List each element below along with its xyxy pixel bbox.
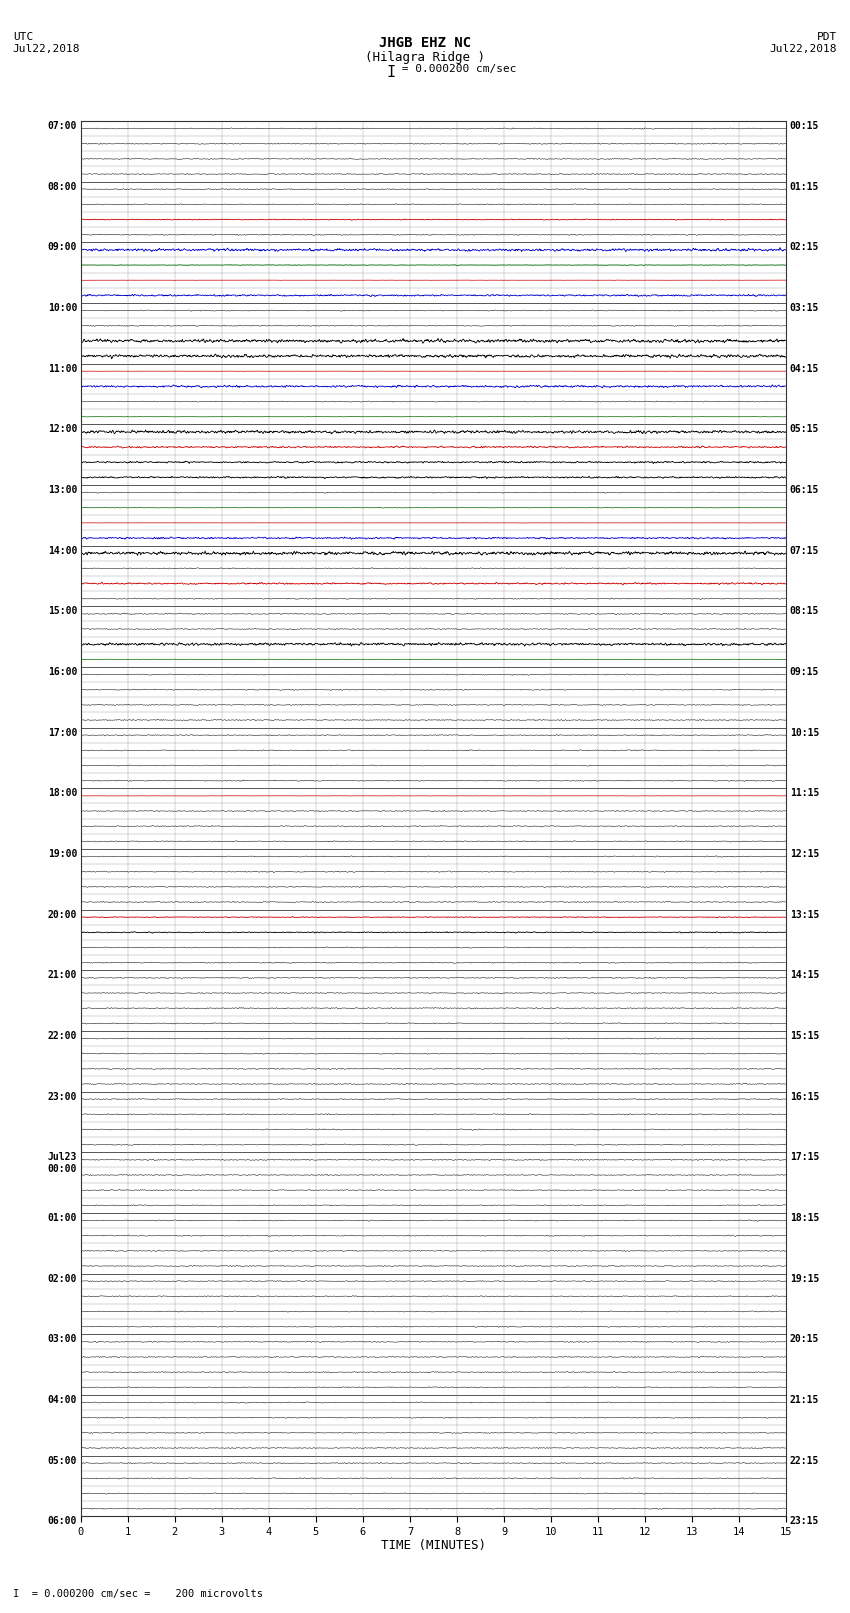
Text: 11:15: 11:15	[790, 789, 819, 798]
Text: Jul22,2018: Jul22,2018	[770, 44, 837, 55]
Text: 06:00: 06:00	[48, 1516, 77, 1526]
Text: 10:00: 10:00	[48, 303, 77, 313]
Text: 04:00: 04:00	[48, 1395, 77, 1405]
Text: 20:00: 20:00	[48, 910, 77, 919]
Text: 08:00: 08:00	[48, 182, 77, 192]
Text: 18:15: 18:15	[790, 1213, 819, 1223]
Text: 23:15: 23:15	[790, 1516, 819, 1526]
Text: 12:15: 12:15	[790, 848, 819, 860]
Text: 03:00: 03:00	[48, 1334, 77, 1344]
Text: 16:00: 16:00	[48, 666, 77, 677]
Text: PDT: PDT	[817, 32, 837, 42]
X-axis label: TIME (MINUTES): TIME (MINUTES)	[381, 1539, 486, 1552]
Text: = 0.000200 cm/sec: = 0.000200 cm/sec	[395, 65, 517, 74]
Text: 05:15: 05:15	[790, 424, 819, 434]
Text: 00:15: 00:15	[790, 121, 819, 131]
Text: 20:15: 20:15	[790, 1334, 819, 1344]
Text: Jul22,2018: Jul22,2018	[13, 44, 80, 55]
Text: 17:00: 17:00	[48, 727, 77, 737]
Text: Jul23
00:00: Jul23 00:00	[48, 1152, 77, 1174]
Text: UTC: UTC	[13, 32, 33, 42]
Text: 18:00: 18:00	[48, 789, 77, 798]
Text: 02:00: 02:00	[48, 1274, 77, 1284]
Text: 17:15: 17:15	[790, 1152, 819, 1163]
Text: 07:00: 07:00	[48, 121, 77, 131]
Text: 22:15: 22:15	[790, 1455, 819, 1466]
Text: 21:15: 21:15	[790, 1395, 819, 1405]
Text: 03:15: 03:15	[790, 303, 819, 313]
Text: 10:15: 10:15	[790, 727, 819, 737]
Text: 15:15: 15:15	[790, 1031, 819, 1040]
Text: 06:15: 06:15	[790, 486, 819, 495]
Text: JHGB EHZ NC: JHGB EHZ NC	[379, 37, 471, 50]
Text: 19:15: 19:15	[790, 1274, 819, 1284]
Text: 15:00: 15:00	[48, 606, 77, 616]
Text: 21:00: 21:00	[48, 971, 77, 981]
Text: (Hilagra Ridge ): (Hilagra Ridge )	[365, 50, 485, 65]
Text: I: I	[387, 65, 396, 79]
Text: 22:00: 22:00	[48, 1031, 77, 1040]
Text: 08:15: 08:15	[790, 606, 819, 616]
Text: 13:15: 13:15	[790, 910, 819, 919]
Text: 14:00: 14:00	[48, 545, 77, 555]
Text: 16:15: 16:15	[790, 1092, 819, 1102]
Text: 04:15: 04:15	[790, 363, 819, 374]
Text: 12:00: 12:00	[48, 424, 77, 434]
Text: 19:00: 19:00	[48, 848, 77, 860]
Text: 01:15: 01:15	[790, 182, 819, 192]
Text: 13:00: 13:00	[48, 486, 77, 495]
Text: 14:15: 14:15	[790, 971, 819, 981]
Text: I  = 0.000200 cm/sec =    200 microvolts: I = 0.000200 cm/sec = 200 microvolts	[13, 1589, 263, 1600]
Text: 09:15: 09:15	[790, 666, 819, 677]
Text: 09:00: 09:00	[48, 242, 77, 252]
Text: 23:00: 23:00	[48, 1092, 77, 1102]
Text: 02:15: 02:15	[790, 242, 819, 252]
Text: 07:15: 07:15	[790, 545, 819, 555]
Text: 05:00: 05:00	[48, 1455, 77, 1466]
Text: 01:00: 01:00	[48, 1213, 77, 1223]
Text: 11:00: 11:00	[48, 363, 77, 374]
